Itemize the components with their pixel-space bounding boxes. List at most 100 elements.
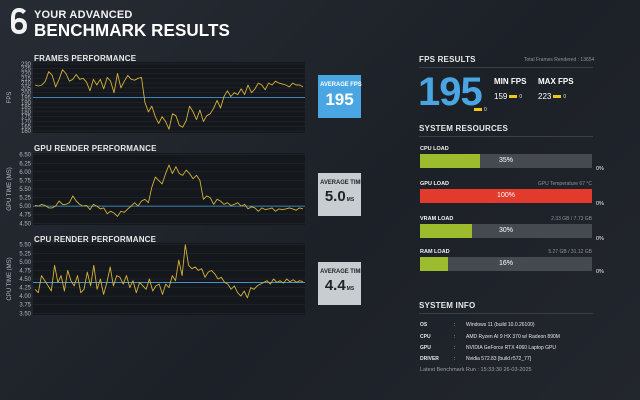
average-fps-value: 195 bbox=[325, 90, 354, 109]
cpu-tick-label: 4.50 bbox=[19, 277, 31, 283]
average-cpu-time-unit: MS bbox=[346, 286, 355, 292]
cpu-load-change: 0% bbox=[596, 166, 604, 172]
sysinfo-cpu-key: CPU bbox=[420, 334, 431, 340]
fps-tick-label: 230 bbox=[21, 62, 32, 68]
cpu-tick-label: 4.75 bbox=[19, 268, 31, 274]
max-fps-value-row: 223 0 bbox=[538, 92, 567, 101]
fps-tick-label: 175 bbox=[21, 115, 32, 121]
gpu-series-line bbox=[34, 164, 304, 217]
sysinfo-separator: : bbox=[454, 322, 456, 328]
max-fps-value: 223 bbox=[538, 92, 552, 101]
ram-load-detail: 5.27 GB / 31.12 GB bbox=[548, 249, 592, 255]
cpu-tick-label: 5.00 bbox=[19, 260, 31, 266]
change-bar-icon bbox=[509, 95, 518, 99]
change-bar-icon bbox=[553, 95, 562, 99]
average-cpu-time-label: AVERAGE TIME bbox=[320, 268, 365, 275]
gpu-load-bar bbox=[420, 189, 592, 203]
cpu-series-line bbox=[34, 244, 304, 299]
fps-tick-label: 165 bbox=[21, 124, 32, 130]
fps-tick-label: 170 bbox=[21, 119, 32, 125]
cpu-tick-label: 3.75 bbox=[19, 303, 31, 309]
sysinfo-separator: : bbox=[454, 334, 456, 340]
gpu-load-bar-fill bbox=[420, 189, 592, 203]
sysinfo-os-value: Windows 11 (build 10.0.26100) bbox=[466, 322, 535, 328]
ram-load-change: 0% bbox=[596, 269, 604, 275]
max-fps-label: MAX FPS bbox=[538, 77, 574, 86]
ram-load-bar-fill bbox=[420, 257, 448, 271]
total-frames-rendered: Total Frames Rendered : 13654 bbox=[524, 57, 595, 63]
rainbow-six-logo-icon bbox=[11, 8, 27, 34]
fps-results-divider bbox=[419, 67, 593, 68]
min-fps-value: 159 bbox=[494, 92, 508, 101]
gpu-tick-label: 4.75 bbox=[19, 213, 31, 219]
fps-series-line bbox=[34, 69, 304, 130]
average-gpu-time-badge: AVERAGE TIME 5.0MS bbox=[318, 173, 364, 216]
cpu-chart-title: CPU RENDER PERFORMANCE bbox=[34, 235, 157, 244]
latest-benchmark-run: Latest Benchmark Run : 15:33:30 26-03-20… bbox=[420, 367, 532, 373]
system-info-title: SYSTEM INFO bbox=[419, 301, 476, 310]
gpu-chart-title: GPU RENDER PERFORMANCE bbox=[34, 144, 157, 153]
sysinfo-driver-value: Nvidia 572.83 [build r572_77] bbox=[466, 356, 532, 362]
fps-tick-label: 210 bbox=[21, 81, 32, 87]
gpu-tick-label: 5.75 bbox=[19, 178, 31, 184]
average-gpu-time-value: 5.0 bbox=[324, 188, 346, 205]
ram-load-label: RAM LOAD bbox=[420, 249, 450, 255]
change-bar-icon bbox=[474, 108, 482, 112]
sysinfo-gpu-key: GPU bbox=[420, 345, 431, 351]
fps-tick-label: 205 bbox=[21, 86, 32, 92]
sysinfo-gpu-value: NVIDIA GeForce RTX 4060 Laptop GPU bbox=[466, 345, 556, 351]
gpu-load-detail: GPU Temperature 67 °C bbox=[537, 181, 592, 187]
gpu-load-label: GPU LOAD bbox=[420, 181, 450, 187]
gpu-tick-label: 5.50 bbox=[19, 187, 31, 193]
cpu-tick-label: 5.50 bbox=[19, 243, 31, 249]
sysinfo-separator: : bbox=[454, 356, 456, 362]
fps-tick-label: 185 bbox=[21, 105, 32, 111]
gpu-load-change: 0% bbox=[596, 201, 604, 207]
ram-load-bar bbox=[420, 257, 592, 271]
fps-result-change: 0 bbox=[472, 101, 487, 119]
ram-load-value: 16% bbox=[498, 260, 513, 267]
cpu-tick-label: 4.25 bbox=[19, 286, 31, 292]
system-resources-title: SYSTEM RESOURCES bbox=[419, 124, 508, 133]
sysinfo-cpu-value: AMD Ryzen AI 9 HX 370 w/ Radeon 890M bbox=[466, 334, 560, 340]
cpu-load-bar-fill bbox=[420, 154, 481, 168]
fps-tick-label: 190 bbox=[21, 100, 32, 106]
gpu-load-value: 100% bbox=[497, 192, 515, 199]
gpu-tick-label: 6.50 bbox=[19, 153, 31, 159]
min-fps-value-row: 159 0 bbox=[494, 92, 523, 101]
fps-chart-title: FRAMES PERFORMANCE bbox=[34, 54, 137, 63]
fps-tick-label: 225 bbox=[21, 67, 32, 73]
average-cpu-time-badge: AVERAGE TIME 4.4MS bbox=[318, 262, 365, 305]
sysinfo-driver-key: DRIVER bbox=[420, 356, 439, 362]
fps-tick-label: 215 bbox=[21, 76, 32, 82]
average-fps-badge: AVERAGE FPS 195 bbox=[318, 75, 362, 118]
average-gpu-time-unit: MS bbox=[346, 197, 355, 203]
vram-load-bar bbox=[420, 224, 592, 238]
fps-tick-label: 200 bbox=[21, 91, 32, 97]
gpu-tick-label: 6.25 bbox=[19, 161, 31, 167]
average-fps-label: AVERAGE FPS bbox=[320, 81, 362, 88]
gpu-tick-label: 6.00 bbox=[19, 170, 31, 176]
min-fps-label: MIN FPS bbox=[494, 77, 527, 86]
fps-tick-label: 160 bbox=[21, 129, 32, 135]
cpu-load-value: 35% bbox=[498, 157, 513, 164]
cpu-load-bar bbox=[420, 154, 592, 168]
cpu-tick-label: 4.00 bbox=[19, 294, 31, 300]
gpu-tick-label: 4.50 bbox=[19, 221, 31, 227]
fps-result-value: 195 bbox=[418, 70, 483, 114]
fps-y-axis-label: FPS bbox=[7, 92, 13, 104]
average-cpu-time-value: 4.4 bbox=[324, 277, 346, 294]
vram-load-change: 0% bbox=[596, 236, 604, 242]
sysinfo-os-key: OS bbox=[420, 322, 428, 328]
fps-tick-label: 220 bbox=[21, 72, 32, 78]
fps-results-title: FPS RESULTS bbox=[419, 55, 476, 64]
header-title-small: YOUR ADVANCED bbox=[34, 9, 133, 21]
cpu-load-label: CPU LOAD bbox=[420, 146, 449, 152]
fps-tick-label: 180 bbox=[21, 110, 32, 116]
header-title-large: BENCHMARK RESULTS bbox=[34, 20, 230, 41]
gpu-tick-label: 5.25 bbox=[19, 196, 31, 202]
sysinfo-separator: : bbox=[454, 345, 456, 351]
cpu-y-axis-label: CPU TIME (MS) bbox=[7, 257, 13, 300]
gpu-y-axis-label: GPU TIME (MS) bbox=[7, 167, 13, 211]
